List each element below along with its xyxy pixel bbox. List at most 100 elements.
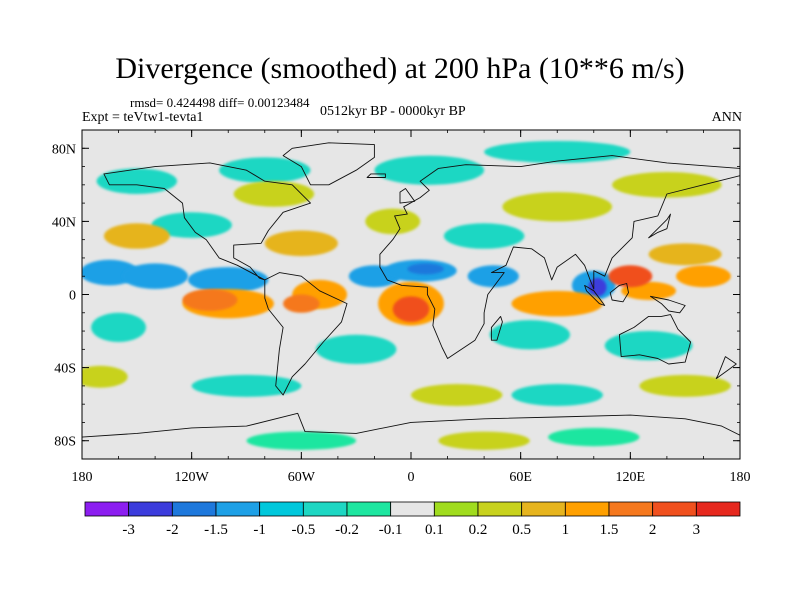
field-region <box>151 212 232 238</box>
coastline-iceland <box>366 173 386 178</box>
colorbar-swatch <box>259 501 304 517</box>
period-label: 0512kyr BP - 0000kyr BP <box>320 104 466 119</box>
colorbar-swatch <box>695 501 741 517</box>
field-region <box>392 296 430 322</box>
colorbar-swatch <box>433 501 479 517</box>
colorbar-label: -1 <box>253 522 266 538</box>
field-region <box>82 365 128 388</box>
field-region <box>612 172 722 198</box>
lat-tick-label: 40N <box>52 215 76 230</box>
field-region <box>489 320 571 350</box>
field-region <box>467 265 519 288</box>
coastlines <box>82 142 740 459</box>
colorbar-label: -3 <box>122 522 135 538</box>
coastline-new-guinea <box>649 295 686 314</box>
coastline-new-zealand <box>715 356 737 380</box>
field-region <box>608 265 653 288</box>
coastline-south-america <box>264 272 348 396</box>
colorbar-label: -1.5 <box>204 522 228 538</box>
lat-tick-label: 40S <box>54 362 76 377</box>
field-region <box>191 374 302 397</box>
colorbar-label: 0.1 <box>425 522 444 538</box>
colorbar-swatch <box>564 501 610 517</box>
field-region <box>604 331 693 361</box>
coastline-british-isles <box>399 188 416 204</box>
colorbar-swatch <box>652 501 697 517</box>
lon-tick-label: 60E <box>509 470 532 485</box>
latitude-axis: 80N 40N 0 40S 80S <box>52 129 740 460</box>
colorbar-swatch <box>171 501 217 517</box>
field-region <box>96 168 178 194</box>
lon-tick-label: 120E <box>616 470 646 485</box>
field-region <box>91 312 146 343</box>
lat-tick-label: 0 <box>69 289 76 304</box>
lon-tick-label: 60W <box>288 470 316 485</box>
field-region <box>676 265 731 288</box>
field-region <box>407 263 444 275</box>
coastline-australia <box>618 314 692 365</box>
field-region <box>438 431 530 450</box>
colorbar-swatch <box>390 501 435 517</box>
field-region <box>588 278 607 297</box>
field-region <box>264 230 338 257</box>
map-title: Divergence (smoothed) at 200 hPa (10**6 … <box>115 52 685 85</box>
colorbar-label: 1.5 <box>600 522 619 538</box>
colorbar-swatch <box>128 501 173 517</box>
field-region <box>548 427 640 447</box>
colorbar-swatch <box>346 501 392 517</box>
field-region <box>443 223 525 249</box>
colorbar-swatch <box>215 501 261 517</box>
colorbar-label: 2 <box>649 522 657 538</box>
colorbar-label: -0.2 <box>335 522 359 538</box>
colorbar-swatch <box>84 501 130 517</box>
colorbar-swatch <box>608 501 654 517</box>
field-region <box>374 155 485 185</box>
field-region <box>122 263 189 290</box>
season-label: ANN <box>711 110 742 125</box>
field-region <box>484 140 631 163</box>
coastline-greenland <box>282 142 375 186</box>
colorbar-swatch <box>302 501 348 517</box>
field-region <box>648 243 722 266</box>
field-region <box>511 384 603 406</box>
field-region <box>639 374 731 397</box>
rmsd-stats: rmsd= 0.424498 diff= 0.00123484 <box>130 95 310 110</box>
experiment-label: Expt = teVtw1-tevta1 <box>82 110 204 125</box>
longitude-axis: 180 120W 60W 0 60E 120E 180 <box>72 130 751 485</box>
field-region <box>246 431 357 450</box>
lon-tick-label: 0 <box>408 470 415 485</box>
colorbar-label: -0.1 <box>379 522 403 538</box>
coastline-north-america <box>103 162 311 281</box>
field-region <box>511 290 603 317</box>
colorbar-label: 0.2 <box>469 522 488 538</box>
coastline-borneo <box>609 283 629 303</box>
colorbar: -3 -2 -1.5 -1 -0.5 -0.2 -0.1 0.1 0.2 0.5 1 1.5 2 3 <box>84 501 741 538</box>
field-region <box>188 267 269 293</box>
colorbar-swatch <box>477 501 523 517</box>
coastline-africa-eurasia <box>379 155 740 359</box>
colorbar-label: 3 <box>693 522 701 538</box>
field-region <box>411 384 503 406</box>
coastline-antarctica <box>82 412 740 459</box>
field-region <box>219 157 311 184</box>
lat-tick-label: 80S <box>54 435 76 450</box>
lat-tick-label: 80N <box>52 142 76 157</box>
field-region <box>502 192 613 222</box>
lon-tick-label: 120W <box>175 470 210 485</box>
coastline-sumatra <box>584 284 606 306</box>
colorbar-label: 1 <box>562 522 570 538</box>
colorbar-label: -2 <box>166 522 179 538</box>
field-region <box>315 334 397 364</box>
colorbar-label: -0.5 <box>291 522 315 538</box>
colorbar-label: 0.5 <box>512 522 531 538</box>
divergence-field <box>82 140 731 450</box>
field-region <box>233 181 315 207</box>
field-region <box>365 208 421 235</box>
coastline-japan <box>648 213 671 239</box>
coastline-madagascar <box>490 315 503 341</box>
lon-tick-label: 180 <box>730 470 751 485</box>
colorbar-swatch <box>521 501 566 517</box>
lon-tick-label: 180 <box>72 470 93 485</box>
field-region <box>182 289 238 311</box>
